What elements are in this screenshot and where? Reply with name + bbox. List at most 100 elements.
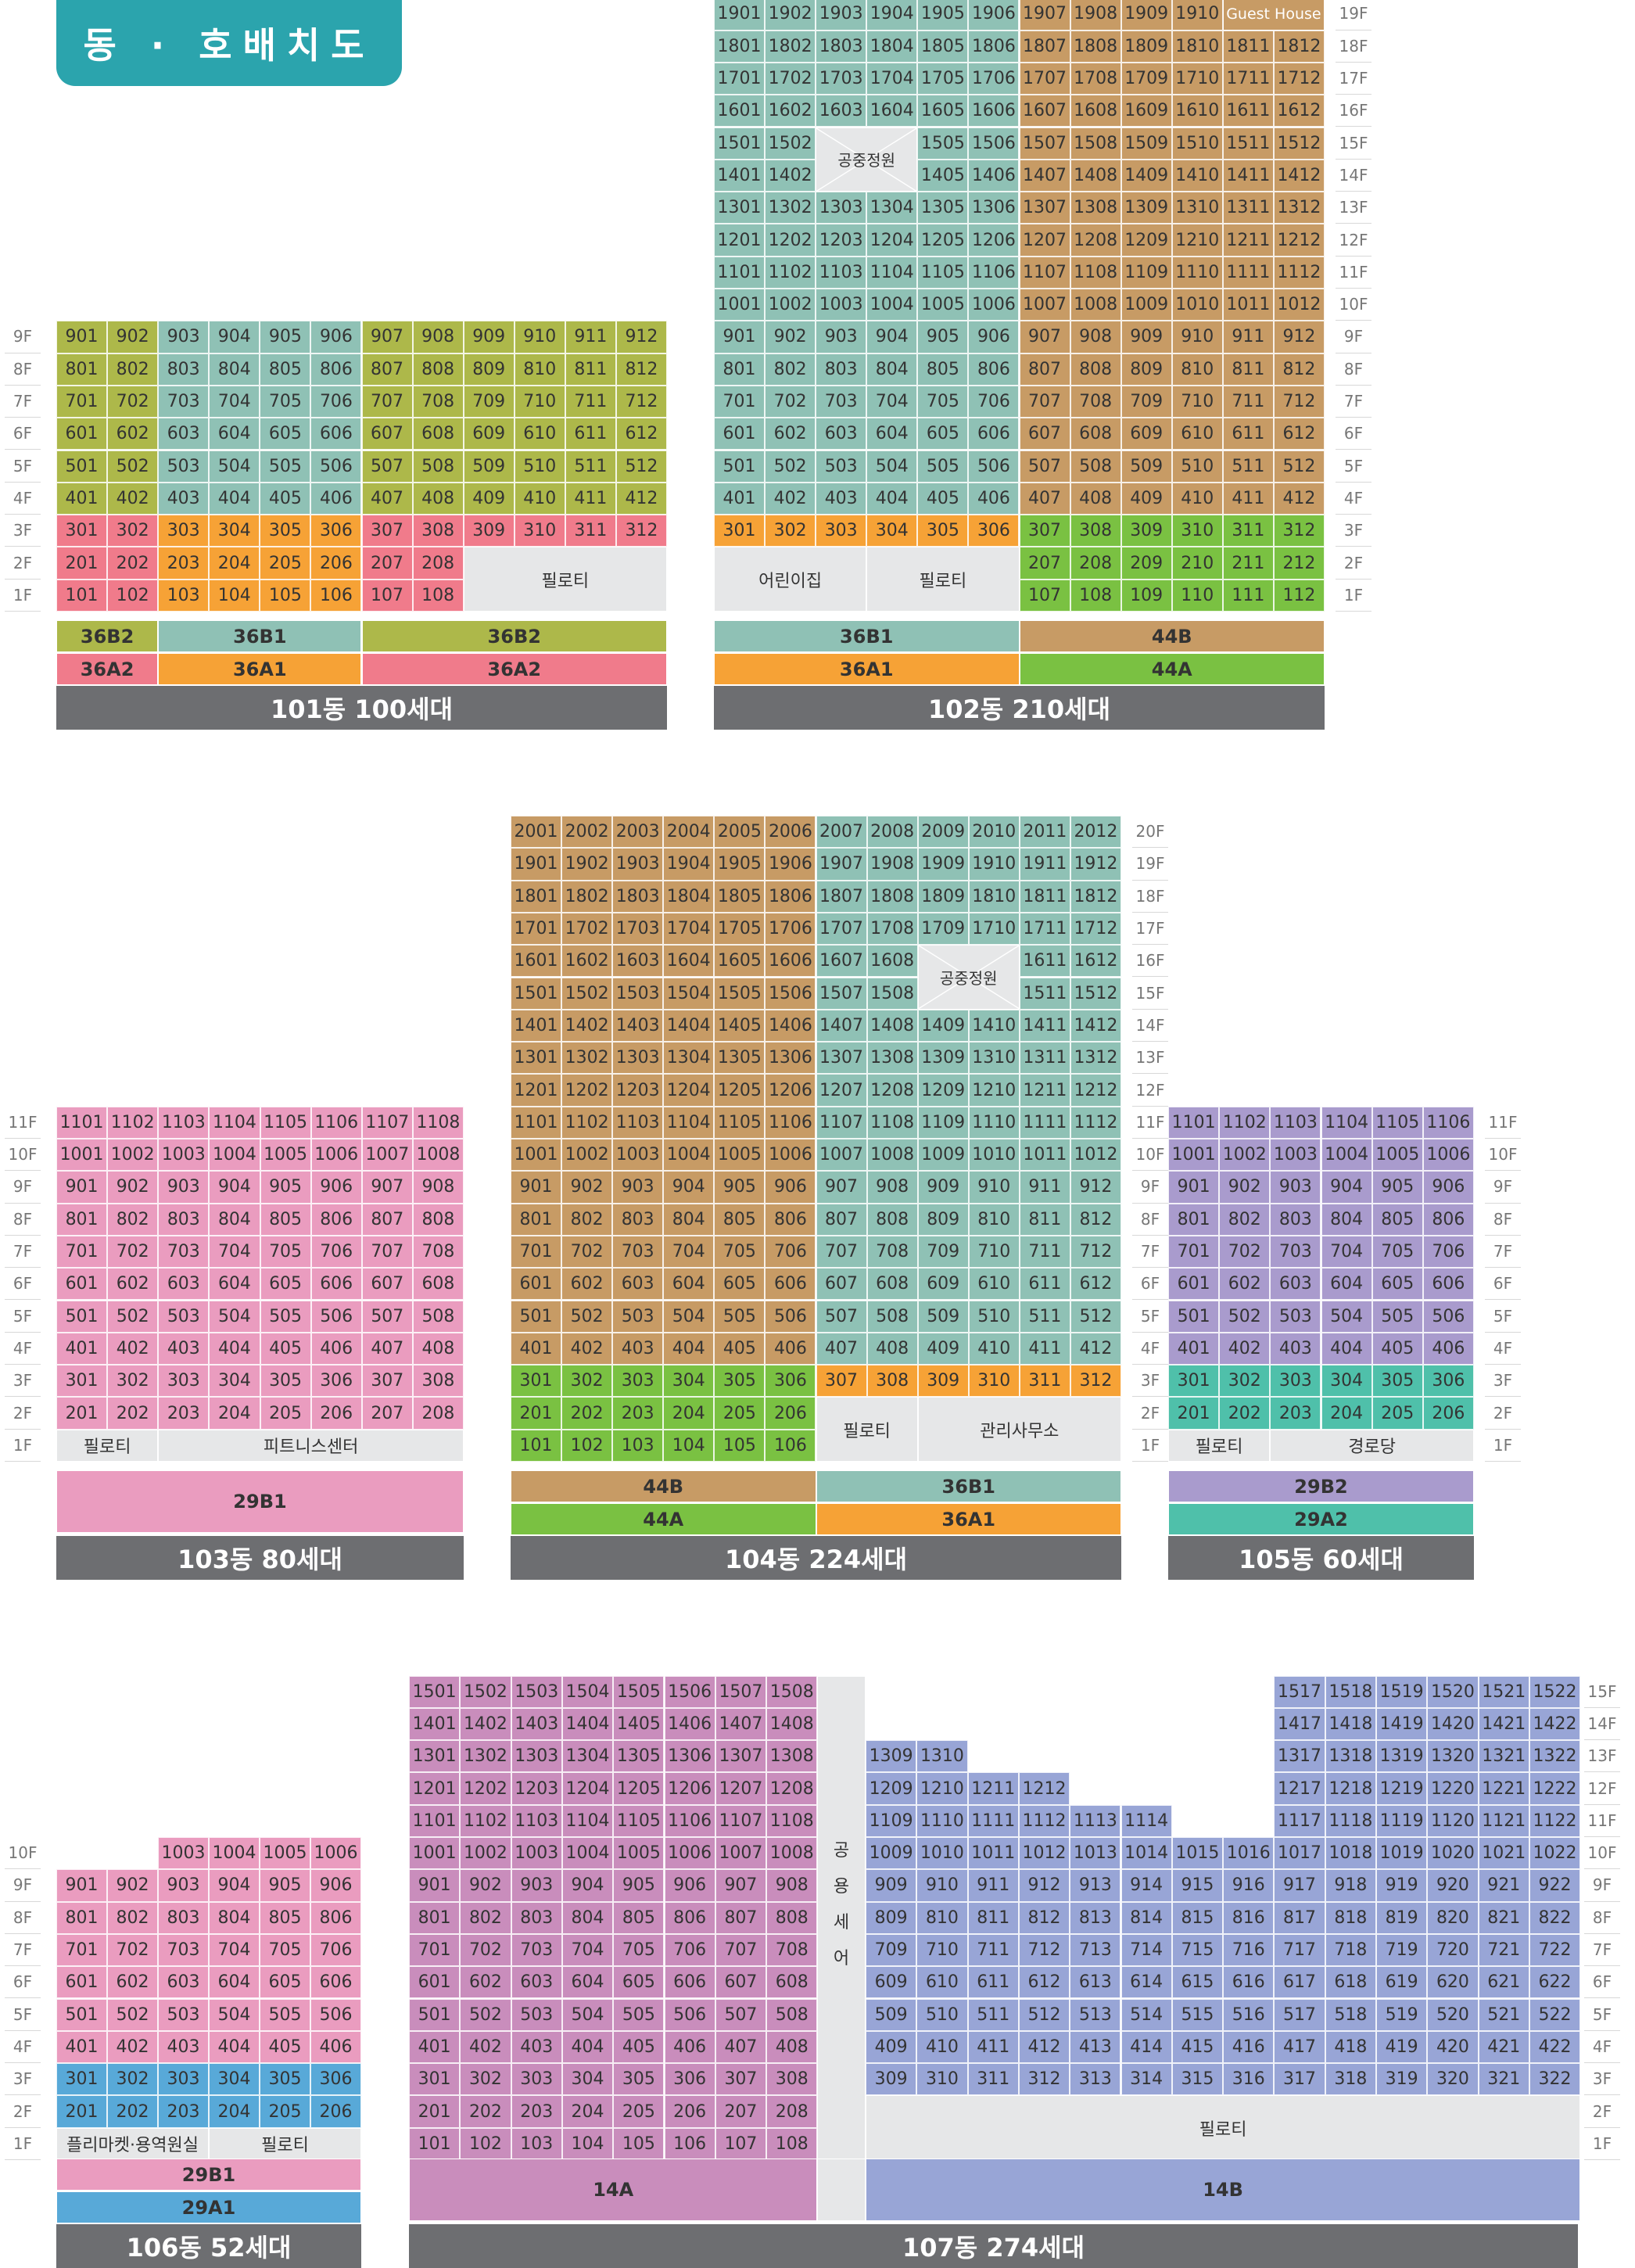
unit-cell[interactable]: 1107 (816, 1106, 867, 1139)
unit-cell[interactable]: 1810 (1171, 30, 1223, 63)
unit-cell[interactable]: 1712 (1070, 912, 1121, 946)
unit-cell[interactable]: 1705 (714, 912, 766, 946)
unit-cell[interactable]: 1119 (1376, 1804, 1428, 1837)
unit-cell[interactable]: 1219 (1376, 1772, 1428, 1805)
unit-cell[interactable]: 108 (412, 579, 464, 612)
unit-cell[interactable]: 405 (260, 1332, 311, 1365)
unit-cell[interactable]: 1012 (1070, 1139, 1121, 1172)
unit-cell[interactable]: 1512 (1070, 977, 1121, 1010)
unit-cell[interactable]: 507 (816, 1300, 867, 1333)
unit-cell[interactable]: 107 (361, 579, 413, 612)
unit-cell[interactable]: 703 (612, 1235, 664, 1269)
unit-cell[interactable]: 101 (409, 2127, 461, 2160)
unit-cell[interactable]: 711 (1222, 385, 1274, 418)
unit-cell[interactable]: 1101 (714, 256, 766, 289)
unit-cell[interactable]: 308 (1070, 515, 1121, 547)
unit-cell[interactable]: 1502 (561, 977, 613, 1010)
unit-cell[interactable]: 421 (1478, 2030, 1529, 2064)
unit-cell[interactable]: 1221 (1478, 1772, 1529, 1805)
unit-cell[interactable]: 202 (1219, 1397, 1271, 1430)
unit-cell[interactable]: 1517 (1274, 1675, 1325, 1708)
unit-cell[interactable]: 610 (916, 1966, 968, 1999)
unit-cell[interactable]: 203 (1270, 1397, 1321, 1430)
unit-cell[interactable]: 1005 (917, 289, 969, 321)
unit-cell[interactable]: 301 (56, 515, 108, 547)
unit-cell[interactable]: 1407 (816, 1009, 867, 1042)
unit-cell[interactable]: 1701 (714, 62, 766, 95)
unit-cell[interactable]: 404 (209, 2030, 260, 2064)
unit-cell[interactable]: 511 (1222, 450, 1274, 483)
unit-cell[interactable]: 1305 (613, 1740, 665, 1773)
unit-cell[interactable]: 101 (511, 1429, 562, 1462)
unit-cell[interactable]: 702 (765, 385, 816, 418)
unit-cell[interactable]: 1120 (1427, 1804, 1479, 1837)
unit-cell[interactable]: 1201 (714, 224, 766, 257)
unit-cell[interactable]: 1419 (1376, 1707, 1428, 1741)
unit-cell[interactable]: 201 (56, 2095, 107, 2128)
unit-cell[interactable]: 1512 (1273, 127, 1325, 160)
unit-cell[interactable]: 408 (766, 2030, 818, 2064)
unit-cell[interactable]: 603 (158, 418, 210, 450)
unit-cell[interactable]: 922 (1529, 1869, 1581, 1902)
unit-cell[interactable]: 902 (460, 1869, 511, 1902)
unit-cell[interactable]: 1608 (866, 945, 918, 978)
unit-cell[interactable]: 511 (1019, 1300, 1070, 1333)
unit-cell[interactable]: 702 (107, 1235, 159, 1269)
unit-cell[interactable]: 901 (56, 1171, 108, 1204)
unit-cell[interactable]: 602 (765, 418, 816, 450)
unit-cell[interactable]: 1810 (968, 880, 1020, 913)
unit-cell[interactable]: 404 (561, 2030, 614, 2064)
unit-cell[interactable]: 605 (714, 1268, 766, 1301)
unit-cell[interactable]: 302 (765, 515, 816, 547)
unit-cell[interactable]: 809 (463, 353, 515, 386)
unit-cell[interactable]: 1320 (1427, 1740, 1479, 1773)
unit-cell[interactable]: 1008 (412, 1139, 464, 1172)
unit-cell[interactable]: 304 (209, 1365, 260, 1398)
unit-cell[interactable]: 1508 (866, 977, 918, 1010)
unit-cell[interactable]: 708 (866, 1235, 918, 1269)
unit-cell[interactable]: 908 (766, 1869, 818, 1902)
unit-cell[interactable]: 502 (107, 1300, 159, 1333)
unit-cell[interactable]: 1310 (1171, 192, 1223, 224)
unit-cell[interactable]: 303 (816, 515, 867, 547)
unit-cell[interactable]: 205 (260, 1397, 311, 1430)
unit-cell[interactable]: 1407 (1019, 159, 1070, 192)
unit-cell[interactable]: 811 (565, 353, 616, 386)
unit-cell[interactable]: 604 (561, 1966, 614, 1999)
unit-cell[interactable]: 1503 (612, 977, 664, 1010)
unit-cell[interactable]: 305 (260, 2063, 310, 2096)
unit-cell[interactable]: 1607 (1019, 95, 1070, 127)
unit-cell[interactable]: 402 (561, 1332, 613, 1365)
unit-cell[interactable]: 1105 (260, 1106, 311, 1139)
unit-cell[interactable]: 304 (866, 515, 918, 547)
unit-cell[interactable]: 918 (1325, 1869, 1376, 1902)
unit-cell[interactable]: 611 (1019, 1268, 1070, 1301)
unit-cell[interactable]: 311 (565, 515, 616, 547)
unit-cell[interactable]: 1420 (1427, 1707, 1479, 1741)
unit-cell[interactable]: 903 (511, 1869, 562, 1902)
unit-cell[interactable]: 806 (1422, 1203, 1474, 1236)
unit-cell[interactable]: 1002 (107, 1139, 159, 1172)
unit-cell[interactable]: 406 (310, 2030, 361, 2064)
unit-cell[interactable]: 704 (561, 1933, 614, 1967)
unit-cell[interactable]: 905 (714, 1171, 766, 1204)
unit-cell[interactable]: 1702 (765, 62, 816, 95)
unit-cell[interactable]: 1908 (866, 848, 918, 881)
unit-cell[interactable]: 608 (1070, 418, 1121, 450)
unit-cell[interactable]: 1502 (460, 1675, 511, 1708)
unit-cell[interactable]: 1310 (916, 1740, 968, 1773)
unit-cell[interactable]: 803 (158, 1203, 210, 1236)
unit-cell[interactable]: 1207 (715, 1772, 767, 1805)
unit-cell[interactable]: 508 (766, 1998, 818, 2031)
unit-cell[interactable]: 812 (1070, 1203, 1121, 1236)
unit-cell[interactable]: 505 (260, 1998, 310, 2031)
unit-cell[interactable]: 506 (664, 1998, 715, 2031)
unit-cell[interactable]: 305 (917, 515, 969, 547)
unit-cell[interactable]: 207 (715, 2095, 767, 2128)
unit-cell[interactable]: 106 (310, 579, 362, 612)
unit-cell[interactable]: 801 (56, 353, 108, 386)
unit-cell[interactable]: 1007 (715, 1837, 767, 1870)
unit-cell[interactable]: 817 (1274, 1901, 1325, 1934)
unit-cell[interactable]: 1321 (1478, 1740, 1529, 1773)
unit-cell[interactable]: 1706 (765, 912, 816, 946)
